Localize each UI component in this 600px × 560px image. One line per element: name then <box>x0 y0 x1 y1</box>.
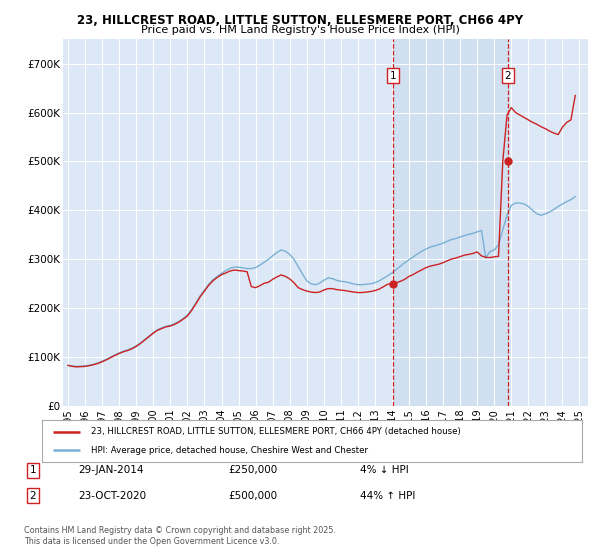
Text: 29-JAN-2014: 29-JAN-2014 <box>78 465 143 475</box>
Text: 1: 1 <box>390 71 397 81</box>
Text: Price paid vs. HM Land Registry's House Price Index (HPI): Price paid vs. HM Land Registry's House … <box>140 25 460 35</box>
Text: 23, HILLCREST ROAD, LITTLE SUTTON, ELLESMERE PORT, CH66 4PY: 23, HILLCREST ROAD, LITTLE SUTTON, ELLES… <box>77 14 523 27</box>
Text: 23-OCT-2020: 23-OCT-2020 <box>78 491 146 501</box>
Text: 23, HILLCREST ROAD, LITTLE SUTTON, ELLESMERE PORT, CH66 4PY (detached house): 23, HILLCREST ROAD, LITTLE SUTTON, ELLES… <box>91 427 460 436</box>
Text: 2: 2 <box>29 491 37 501</box>
Text: HPI: Average price, detached house, Cheshire West and Chester: HPI: Average price, detached house, Ches… <box>91 446 368 455</box>
Text: 4% ↓ HPI: 4% ↓ HPI <box>360 465 409 475</box>
Text: 2: 2 <box>505 71 511 81</box>
Text: £250,000: £250,000 <box>228 465 277 475</box>
Text: Contains HM Land Registry data © Crown copyright and database right 2025.
This d: Contains HM Land Registry data © Crown c… <box>24 526 336 546</box>
Bar <box>394 39 508 406</box>
Text: 44% ↑ HPI: 44% ↑ HPI <box>360 491 415 501</box>
Text: 1: 1 <box>29 465 37 475</box>
Text: £500,000: £500,000 <box>228 491 277 501</box>
